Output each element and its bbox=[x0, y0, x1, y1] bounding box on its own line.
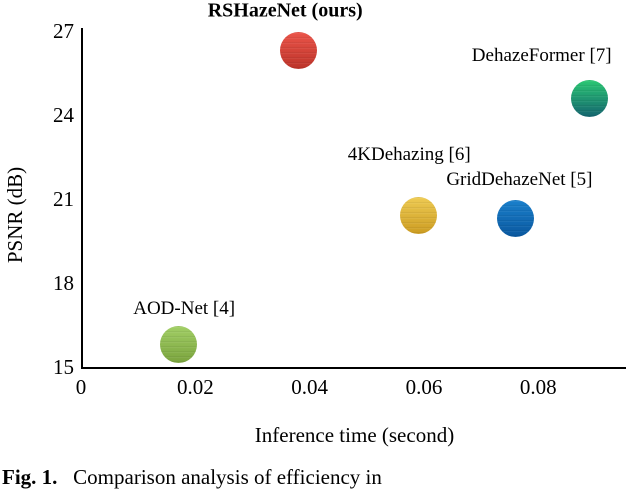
data-point-griddehazenet-5 bbox=[496, 200, 534, 238]
x-tick-label-0: 0 bbox=[75, 375, 87, 399]
y-tick-label-18: 18 bbox=[53, 271, 74, 295]
x-tick-label-0-06: 0.06 bbox=[405, 375, 443, 399]
figure-caption-number: Fig. 1. bbox=[2, 465, 58, 489]
figure-caption: Fig. 1. Comparison analysis of efficienc… bbox=[2, 465, 382, 490]
y-tick-label-15: 15 bbox=[53, 355, 74, 379]
point-label-dehazeformer-7: DehazeFormer [7] bbox=[471, 45, 612, 67]
y-tick-label-24: 24 bbox=[53, 103, 74, 127]
x-tick-label-0-04: 0.04 bbox=[291, 375, 328, 399]
x-tick-label-0-02: 0.02 bbox=[176, 375, 214, 399]
data-point-dehazeformer-7 bbox=[571, 79, 609, 117]
data-point-4kdehazing-6 bbox=[399, 197, 437, 235]
y-tick-label-27: 27 bbox=[53, 19, 74, 43]
point-label-4kdehazing-6: 4KDehazing [6] bbox=[347, 143, 471, 165]
figure-caption-text: Comparison analysis of efficiency in bbox=[73, 465, 382, 489]
data-point-aod-net-4 bbox=[159, 326, 197, 364]
plot-area bbox=[81, 28, 626, 369]
y-tick-label-21: 21 bbox=[53, 187, 74, 211]
point-label-aod-net-4: AOD-Net [4] bbox=[133, 297, 236, 319]
x-tick-label-0-08: 0.08 bbox=[519, 375, 557, 399]
point-label-rshazenet-ours: RSHazeNet (ours) bbox=[207, 0, 363, 22]
point-label-griddehazenet-5: GridDehazeNet [5] bbox=[446, 168, 593, 190]
x-axis-title: Inference time (second) bbox=[254, 423, 455, 447]
data-point-rshazenet-ours bbox=[279, 32, 317, 70]
